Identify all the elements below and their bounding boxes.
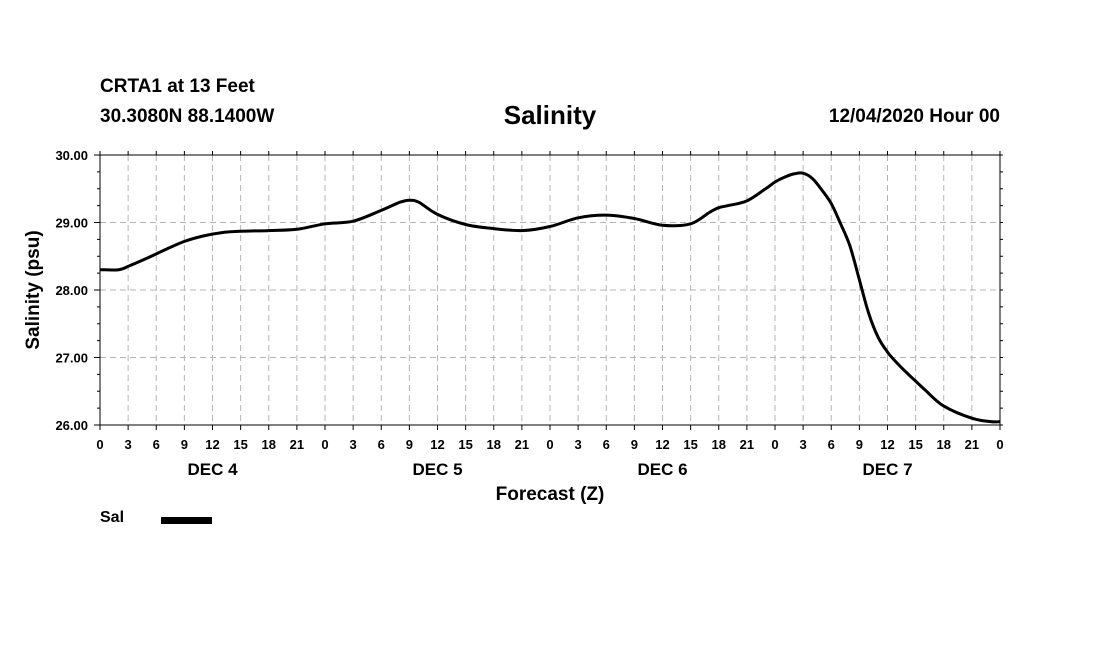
x-tick-label: 15 xyxy=(233,437,247,452)
x-tick-label: 0 xyxy=(96,437,103,452)
series-line-sal xyxy=(99,171,1001,424)
day-label: DEC 4 xyxy=(187,460,238,479)
x-tick-label: 9 xyxy=(406,437,413,452)
x-tick-label: 0 xyxy=(771,437,778,452)
series-layer xyxy=(99,171,1001,424)
x-tick-label: 3 xyxy=(125,437,132,452)
day-labels: DEC 4 DEC 5 DEC 6 DEC 7 xyxy=(187,460,912,479)
y-tick-label: 30.00 xyxy=(55,148,88,163)
x-tick-label: 9 xyxy=(181,437,188,452)
x-tick-label: 18 xyxy=(937,437,951,452)
x-tick-label: 0 xyxy=(546,437,553,452)
x-axis-title: Forecast (Z) xyxy=(496,484,605,505)
x-tick-label: 6 xyxy=(153,437,160,452)
x-tick-label: 6 xyxy=(378,437,385,452)
station-label: CRTA1 at 13 Feet xyxy=(100,76,255,97)
legend-swatch xyxy=(161,517,212,524)
y-tick-label: 26.00 xyxy=(55,418,88,433)
x-tick-label: 21 xyxy=(740,437,754,452)
day-label: DEC 5 xyxy=(412,460,462,479)
x-tick-label: 15 xyxy=(683,437,697,452)
x-tick-label: 21 xyxy=(965,437,979,452)
x-tick-label: 12 xyxy=(880,437,894,452)
y-tick-label: 27.00 xyxy=(55,351,88,366)
y-axis-title: Salinity (psu) xyxy=(23,230,44,349)
x-tick-label: 12 xyxy=(205,437,219,452)
x-tick-label: 3 xyxy=(800,437,807,452)
y-tick-label: 28.00 xyxy=(55,283,88,298)
legend-label: Sal xyxy=(100,509,125,526)
y-tick-label: 29.00 xyxy=(55,216,88,231)
x-tick-label: 6 xyxy=(828,437,835,452)
x-tick-label: 6 xyxy=(603,437,610,452)
x-tick-label: 12 xyxy=(430,437,444,452)
x-tick-label: 18 xyxy=(487,437,501,452)
x-tick-label: 21 xyxy=(290,437,304,452)
day-label: DEC 6 xyxy=(637,460,687,479)
day-label: DEC 7 xyxy=(862,460,912,479)
x-tick-label: 0 xyxy=(996,437,1003,452)
x-tick-label: 12 xyxy=(655,437,669,452)
x-tick-label: 0 xyxy=(321,437,328,452)
station-coordinates: 30.3080N 88.1400W xyxy=(100,106,275,127)
x-tick-label: 3 xyxy=(350,437,357,452)
x-tick-label: 9 xyxy=(631,437,638,452)
x-tick-label: 9 xyxy=(856,437,863,452)
plot-frame xyxy=(99,154,1001,426)
x-tick-label: 18 xyxy=(712,437,726,452)
grid-lines xyxy=(100,155,1000,425)
forecast-datetime: 12/04/2020 Hour 00 xyxy=(828,106,1000,127)
x-tick-label: 21 xyxy=(515,437,529,452)
chart-title: Salinity xyxy=(503,100,597,130)
x-tick-label: 3 xyxy=(575,437,582,452)
x-tick-label: 15 xyxy=(458,437,472,452)
x-axis: 0 3 6 9 12 15 18 21 0 3 6 9 12 15 18 21 0 3 6 9 12 15 18 21 0 3 6 9… xyxy=(96,151,1004,452)
x-tick-label: 18 xyxy=(262,437,276,452)
x-tick-label: 15 xyxy=(908,437,922,452)
